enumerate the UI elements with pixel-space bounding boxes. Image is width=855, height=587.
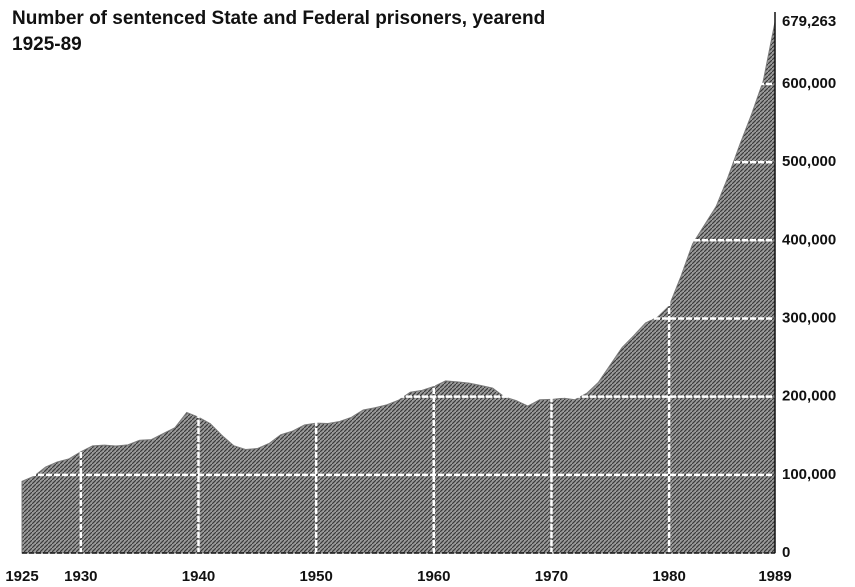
y-tick-label: 679,263: [782, 13, 836, 30]
y-tick-label: 500,000: [782, 153, 836, 170]
x-tick-label: 1940: [182, 568, 215, 585]
y-tick-label: 400,000: [782, 231, 836, 248]
y-tick-label: 600,000: [782, 75, 836, 92]
y-tick-label: 0: [782, 544, 790, 561]
chart-title: Number of sentenced State and Federal pr…: [12, 8, 546, 55]
y-tick-label: 100,000: [782, 466, 836, 483]
x-tick-label: 1960: [417, 568, 450, 585]
x-tick-label: 1989: [758, 568, 791, 585]
x-tick-label: 1925: [5, 568, 38, 585]
x-tick-label: 1950: [299, 568, 332, 585]
x-tick-label: 1970: [535, 568, 568, 585]
area: [21, 21, 776, 554]
y-tick-label: 300,000: [782, 309, 836, 326]
x-tick-label: 1980: [652, 568, 685, 585]
y-tick-label: 200,000: [782, 388, 836, 405]
x-tick-label: 1930: [64, 568, 97, 585]
